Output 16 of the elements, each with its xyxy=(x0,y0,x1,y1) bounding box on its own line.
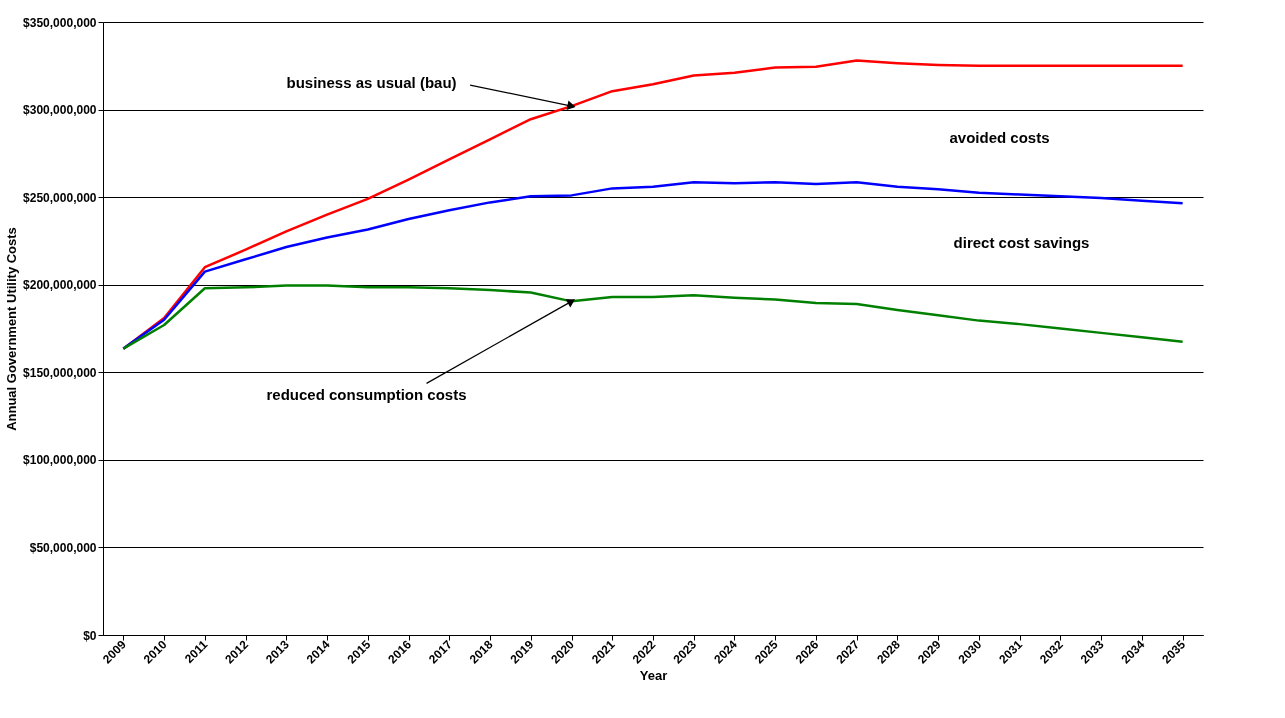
annotation: reduced consumption costs xyxy=(266,386,467,404)
y-tick-label: $0 xyxy=(83,628,97,643)
y-tick-label: $300,000,000 xyxy=(23,103,97,118)
y-tick-label: $150,000,000 xyxy=(23,365,97,380)
y-tick-label: $50,000,000 xyxy=(29,540,97,555)
y-tick-label: $350,000,000 xyxy=(23,15,97,30)
annotation: business as usual (bau) xyxy=(286,74,457,92)
y-axis-title: Annual Government Utility Costs xyxy=(4,227,20,431)
annotation: avoided costs xyxy=(949,129,1050,147)
annotation: direct cost savings xyxy=(953,233,1090,251)
y-tick-label: $100,000,000 xyxy=(23,453,97,468)
line-series xyxy=(122,181,1184,350)
x-axis-title: Year xyxy=(639,667,668,683)
y-tick-label: $200,000,000 xyxy=(23,278,97,293)
line-series xyxy=(122,284,1184,350)
y-tick-label: $250,000,000 xyxy=(23,190,97,205)
